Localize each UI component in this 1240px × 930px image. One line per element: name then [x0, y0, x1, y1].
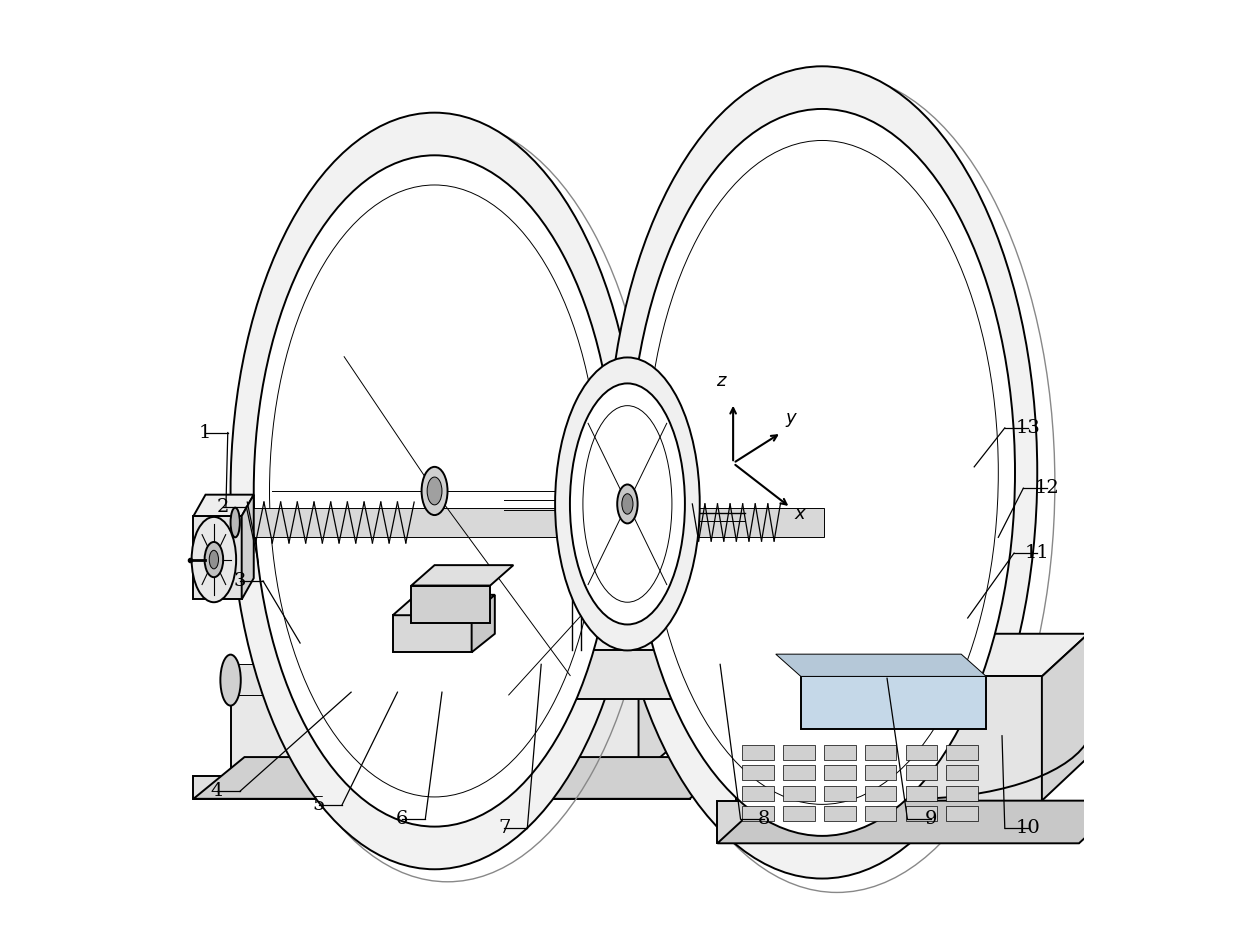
Text: 1: 1: [198, 423, 211, 442]
Polygon shape: [236, 508, 825, 538]
Polygon shape: [505, 609, 826, 650]
Polygon shape: [471, 595, 495, 652]
Polygon shape: [784, 786, 815, 801]
Polygon shape: [743, 786, 774, 801]
Ellipse shape: [192, 517, 236, 603]
Text: 11: 11: [1025, 544, 1049, 562]
Ellipse shape: [231, 508, 239, 538]
Polygon shape: [801, 676, 986, 729]
Polygon shape: [864, 745, 897, 760]
Polygon shape: [946, 765, 978, 780]
Polygon shape: [1042, 633, 1089, 801]
Polygon shape: [393, 616, 471, 652]
Polygon shape: [776, 654, 986, 676]
Polygon shape: [905, 745, 937, 760]
Polygon shape: [242, 495, 254, 600]
Text: y: y: [785, 409, 796, 427]
Ellipse shape: [570, 383, 684, 624]
Text: 9: 9: [924, 810, 937, 829]
Polygon shape: [780, 609, 826, 698]
Polygon shape: [946, 745, 978, 760]
Text: 3: 3: [233, 572, 246, 590]
Text: 13: 13: [1016, 418, 1040, 437]
Polygon shape: [718, 801, 1126, 844]
Ellipse shape: [618, 485, 637, 524]
Ellipse shape: [621, 494, 632, 514]
Polygon shape: [393, 595, 495, 616]
Polygon shape: [825, 806, 856, 821]
Polygon shape: [743, 806, 774, 821]
Text: x: x: [795, 505, 805, 523]
Polygon shape: [864, 786, 897, 801]
Ellipse shape: [422, 467, 448, 515]
Polygon shape: [718, 801, 1079, 844]
Text: 2: 2: [217, 498, 229, 516]
Polygon shape: [505, 650, 780, 698]
Polygon shape: [639, 652, 689, 776]
Ellipse shape: [608, 66, 1037, 879]
Ellipse shape: [427, 477, 441, 505]
Text: 10: 10: [1016, 819, 1040, 838]
Polygon shape: [193, 757, 740, 799]
Polygon shape: [864, 765, 897, 780]
Polygon shape: [412, 586, 490, 622]
Polygon shape: [193, 516, 242, 600]
Text: 6: 6: [396, 810, 408, 829]
Polygon shape: [231, 695, 639, 776]
Polygon shape: [825, 745, 856, 760]
Ellipse shape: [205, 542, 223, 578]
Polygon shape: [784, 806, 815, 821]
Ellipse shape: [254, 155, 615, 827]
Ellipse shape: [556, 357, 699, 650]
Polygon shape: [193, 776, 689, 799]
Ellipse shape: [221, 655, 241, 706]
Text: 7: 7: [498, 819, 511, 838]
Polygon shape: [743, 745, 774, 760]
Ellipse shape: [629, 109, 1016, 836]
Polygon shape: [412, 565, 513, 586]
Text: 5: 5: [312, 796, 325, 815]
Ellipse shape: [210, 551, 218, 569]
Polygon shape: [905, 765, 937, 780]
Polygon shape: [784, 745, 815, 760]
Polygon shape: [784, 765, 815, 780]
Polygon shape: [825, 786, 856, 801]
Polygon shape: [946, 786, 978, 801]
Polygon shape: [735, 676, 1042, 801]
Polygon shape: [825, 765, 856, 780]
Polygon shape: [864, 806, 897, 821]
Ellipse shape: [231, 113, 639, 870]
Text: z: z: [717, 372, 725, 391]
Polygon shape: [743, 765, 774, 780]
Polygon shape: [231, 664, 639, 695]
Polygon shape: [735, 633, 1089, 676]
Text: 12: 12: [1034, 479, 1059, 498]
Text: 8: 8: [758, 810, 770, 829]
Polygon shape: [732, 723, 1092, 799]
Polygon shape: [905, 806, 937, 821]
Text: 4: 4: [211, 782, 223, 801]
Polygon shape: [946, 806, 978, 821]
Polygon shape: [905, 786, 937, 801]
Polygon shape: [193, 495, 254, 516]
Polygon shape: [231, 652, 689, 695]
